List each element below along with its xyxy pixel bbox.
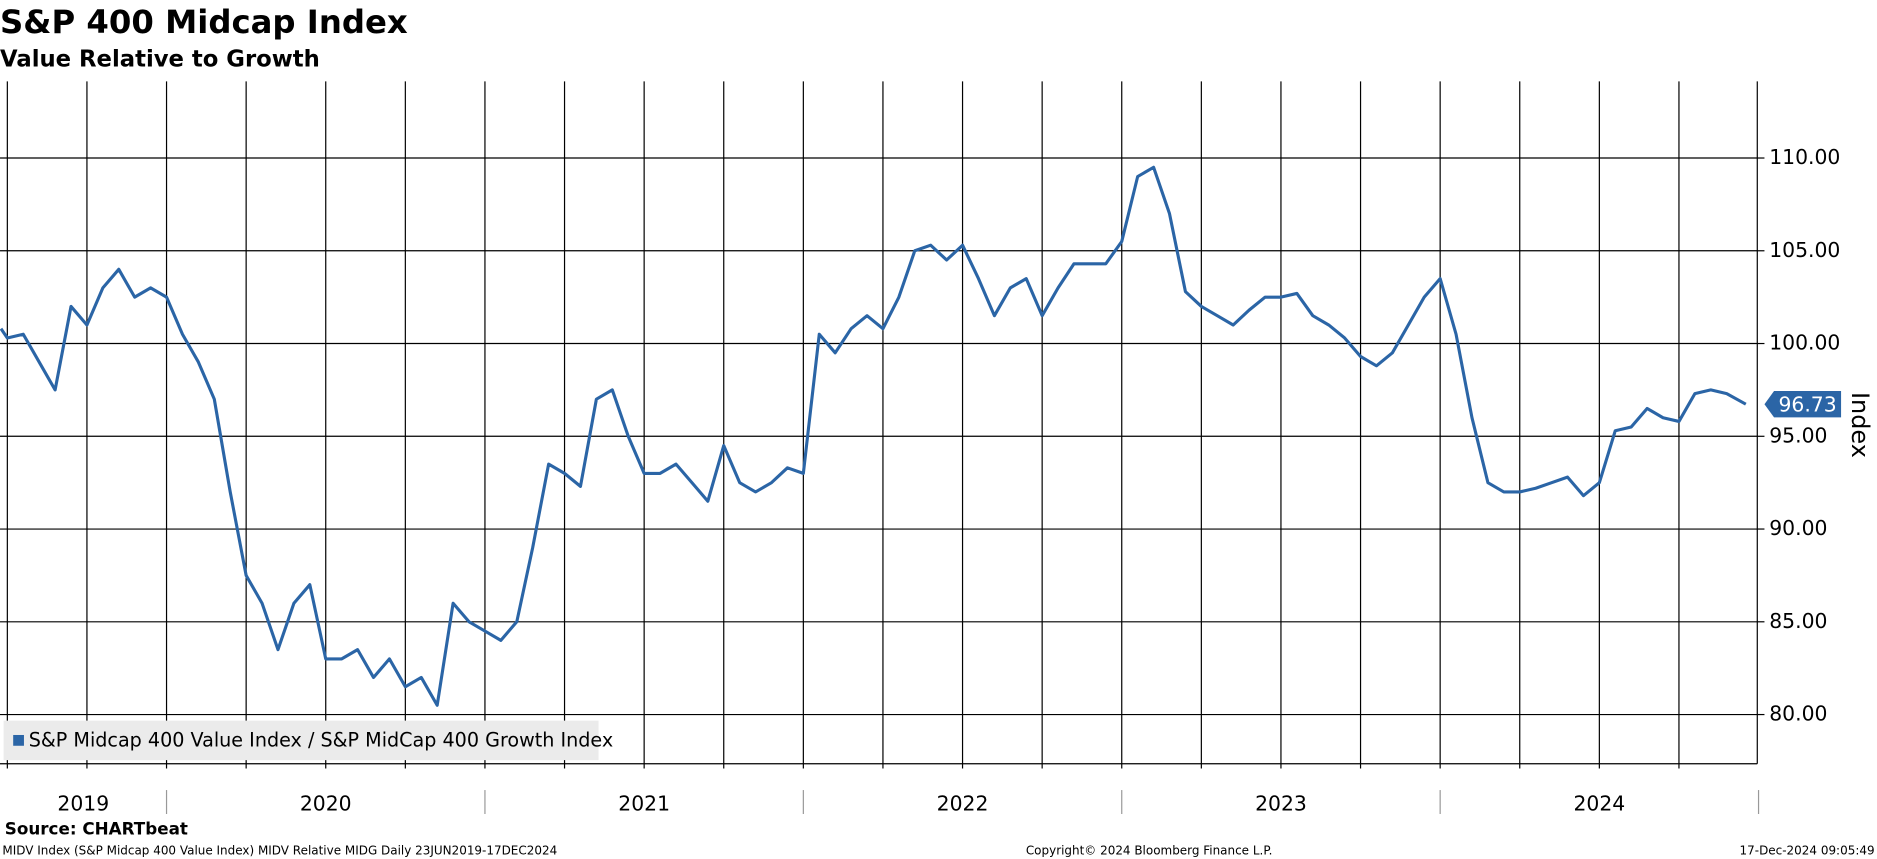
y-tick-label: 105.00 — [1769, 238, 1840, 262]
x-tick-label: 2024 — [1573, 791, 1625, 815]
x-tick-label: 2019 — [57, 791, 109, 815]
x-tick-label: 2021 — [618, 791, 670, 815]
y-tick-label: 100.00 — [1769, 331, 1840, 355]
x-tick-label: 2020 — [300, 791, 352, 815]
data-line — [0, 165, 1747, 707]
legend-swatch — [13, 734, 24, 746]
source: Source: CHARTbeat — [5, 819, 188, 839]
footer-right: 17-Dec-2024 09:05:49 — [1740, 844, 1875, 858]
y-tick-label: 85.00 — [1769, 609, 1827, 633]
footer-left: MIDV Index (S&P Midcap 400 Value Index) … — [2, 844, 557, 858]
last-value-marker — [1764, 391, 1842, 418]
y-tick-label: 95.00 — [1769, 423, 1827, 447]
y-tick-label: 80.00 — [1769, 702, 1827, 726]
last-value-label: 96.73 — [1778, 392, 1836, 416]
legend-label: S&P Midcap 400 Value Index / S&P MidCap … — [29, 728, 613, 751]
legend-box — [3, 720, 599, 761]
y-tick-label: 110.00 — [1769, 145, 1840, 169]
chart-subtitle: Value Relative to Growth — [0, 46, 320, 72]
y-tick-label: 90.00 — [1769, 516, 1827, 540]
chart-title: S&P 400 Midcap Index — [0, 3, 408, 41]
y-axis-label: Index — [1846, 392, 1874, 458]
x-tick-label: 2022 — [937, 791, 989, 815]
footer-center: Copyright© 2024 Bloomberg Finance L.P. — [1026, 844, 1273, 858]
x-tick-label: 2023 — [1255, 791, 1307, 815]
